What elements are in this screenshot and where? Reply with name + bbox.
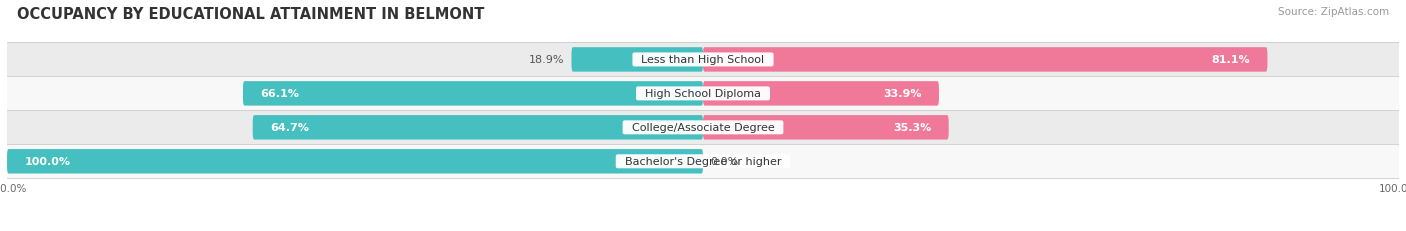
Bar [7, 43, 1399, 77]
Text: 0.0%: 0.0% [710, 157, 738, 167]
Bar [7, 145, 1399, 179]
FancyBboxPatch shape [571, 48, 703, 72]
Text: Less than High School: Less than High School [634, 55, 772, 65]
Text: Bachelor's Degree or higher: Bachelor's Degree or higher [617, 157, 789, 167]
FancyBboxPatch shape [703, 82, 939, 106]
Text: 66.1%: 66.1% [260, 89, 299, 99]
Text: 33.9%: 33.9% [883, 89, 921, 99]
Text: College/Associate Degree: College/Associate Degree [624, 123, 782, 133]
Text: OCCUPANCY BY EDUCATIONAL ATTAINMENT IN BELMONT: OCCUPANCY BY EDUCATIONAL ATTAINMENT IN B… [17, 7, 484, 22]
Bar [7, 111, 1399, 145]
FancyBboxPatch shape [703, 116, 949, 140]
FancyBboxPatch shape [7, 149, 703, 174]
Text: High School Diploma: High School Diploma [638, 89, 768, 99]
FancyBboxPatch shape [253, 116, 703, 140]
Bar [7, 77, 1399, 111]
Text: 100.0%: 100.0% [24, 157, 70, 167]
FancyBboxPatch shape [703, 48, 1267, 72]
Text: 35.3%: 35.3% [893, 123, 931, 133]
Text: 18.9%: 18.9% [529, 55, 564, 65]
Text: Source: ZipAtlas.com: Source: ZipAtlas.com [1278, 7, 1389, 17]
Text: 81.1%: 81.1% [1212, 55, 1250, 65]
Text: 64.7%: 64.7% [270, 123, 309, 133]
FancyBboxPatch shape [243, 82, 703, 106]
